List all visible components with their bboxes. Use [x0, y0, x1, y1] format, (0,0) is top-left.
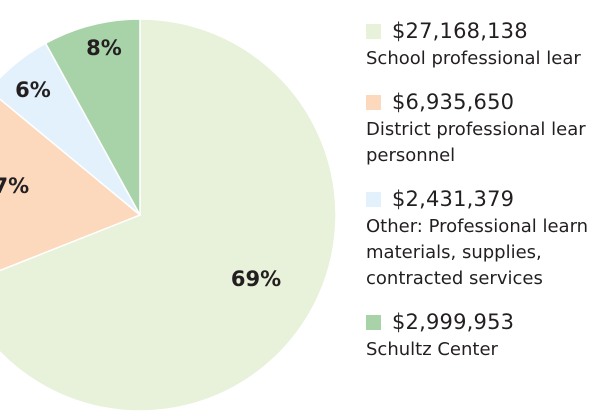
legend-item: $2,431,379 Other: Professional learn mater… [366, 184, 600, 292]
legend-description-line: School professional lear [366, 48, 581, 69]
pie-slice-4 [44, 18, 141, 216]
legend-description-line: personnel [366, 145, 456, 166]
legend-description: Other: Professional learn materials, supp… [366, 214, 600, 292]
slice-percent-label: 6% [15, 78, 51, 102]
legend-item: $27,168,138 School professional lear [366, 16, 600, 72]
legend-item: $2,999,953 Schultz Center [366, 307, 600, 363]
legend-description: District professional lear personnel [366, 117, 600, 169]
legend-swatch [366, 23, 381, 39]
legend-description-line: District professional lear [366, 119, 586, 140]
legend-description: School professional lear [366, 46, 600, 72]
legend-amount: $6,935,650 [392, 90, 515, 114]
legend-description-line: contracted services [366, 268, 543, 289]
pie-slice-2 [0, 98, 142, 272]
legend-description-line: Schultz Center [366, 339, 498, 360]
slice-percent-label: 69% [231, 267, 281, 291]
legend-item: $6,935,650 District professional lear pers… [366, 87, 600, 169]
legend-swatch [366, 94, 381, 110]
legend-amount: $27,168,138 [392, 19, 528, 43]
legend-description: Schultz Center [366, 337, 600, 363]
pie-chart: 69% 17% 6% 8% [0, 18, 337, 412]
legend-swatch [366, 314, 381, 330]
slice-percent-label: 8% [86, 36, 122, 60]
legend-description-line: Other: Professional learn [366, 216, 589, 237]
legend-amount: $2,999,953 [392, 310, 515, 334]
legend-description-line: materials, supplies, [366, 242, 542, 263]
legend-swatch [366, 191, 381, 207]
legend-amount: $2,431,379 [392, 187, 515, 211]
legend: $27,168,138 School professional lear $6,93… [366, 16, 600, 378]
pie-slice-1 [0, 18, 337, 412]
slice-percent-label: 17% [0, 174, 29, 198]
